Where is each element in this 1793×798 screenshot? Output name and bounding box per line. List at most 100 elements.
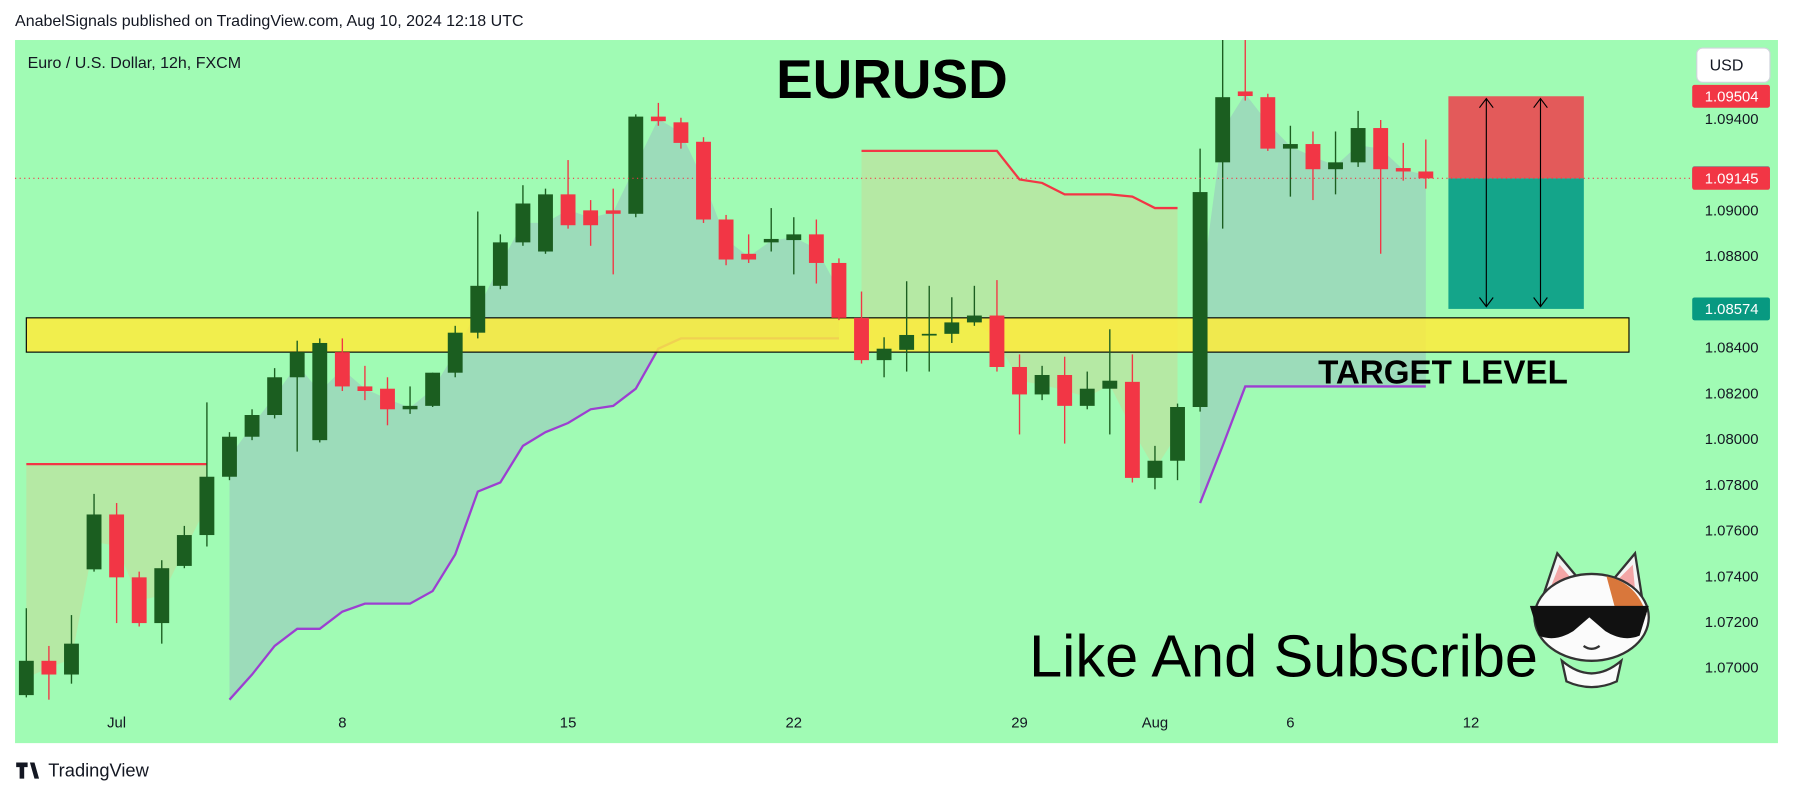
x-tick-label: 8 — [338, 716, 346, 732]
y-tick-label: 1.08200 — [1705, 386, 1759, 402]
candle-body — [131, 577, 147, 624]
candle-body — [334, 352, 350, 387]
target-zone — [25, 317, 1630, 353]
indicator-line — [861, 149, 1178, 210]
footer-logo — [16, 762, 40, 779]
candle-body — [786, 234, 802, 241]
candle-body — [673, 122, 689, 143]
y-tick-label: 1.07400 — [1705, 569, 1759, 585]
candle-body — [1034, 374, 1050, 395]
candle-body — [109, 514, 125, 578]
candle-body — [1124, 381, 1140, 478]
candle-body — [1012, 366, 1027, 395]
candle-body — [312, 342, 328, 441]
y-tick-label: 1.07200 — [1705, 615, 1759, 631]
candle-body — [605, 210, 621, 214]
candle-body — [199, 476, 215, 536]
candle-body — [650, 116, 666, 122]
candle-body — [696, 141, 711, 220]
y-tick-label: 1.07800 — [1705, 478, 1759, 494]
candle-body — [944, 322, 960, 334]
footer: TradingView — [48, 760, 149, 781]
candle-body — [628, 116, 644, 214]
candle-body — [425, 372, 441, 406]
y-tick-label: 1.07000 — [1705, 661, 1759, 677]
candle-body — [1305, 144, 1321, 170]
candle-body — [154, 568, 170, 624]
candle-body — [966, 315, 982, 323]
price-label: 1.09504 — [1705, 89, 1759, 105]
y-tick-label: 1.09400 — [1705, 112, 1759, 128]
candle-body — [1057, 374, 1073, 406]
candle-body — [470, 285, 486, 333]
candle-body — [560, 194, 576, 226]
symbol: Euro / U.S. Dollar, 12h, FXCM — [28, 55, 241, 72]
x-tick-label: 22 — [786, 716, 803, 732]
candle-body — [1237, 91, 1253, 97]
indicator-fill — [861, 150, 1178, 470]
position-target — [1448, 178, 1584, 309]
price-label-box — [1692, 297, 1770, 321]
position-stop — [1448, 96, 1584, 179]
candle-body — [763, 238, 779, 243]
candle-body — [1350, 128, 1366, 163]
candle-body — [1328, 162, 1343, 170]
chart-title: EURUSD — [776, 48, 1008, 110]
candle-body — [18, 660, 34, 696]
candle-body — [921, 333, 937, 336]
currency-button[interactable] — [1696, 47, 1771, 83]
position-arrow — [1479, 97, 1494, 308]
price-label: 1.09145 — [1705, 171, 1759, 187]
zone-label: TARGET LEVEL — [1318, 355, 1568, 392]
candle-body — [831, 262, 847, 318]
candle-body — [1170, 407, 1185, 461]
candle-body — [808, 234, 824, 263]
candle-body — [64, 643, 79, 675]
candle-body — [1418, 171, 1434, 179]
candle-body — [1260, 97, 1276, 149]
x-tick-label: 6 — [1286, 716, 1294, 732]
candle-body — [899, 334, 915, 350]
candle-body — [583, 210, 599, 226]
candle-body — [876, 348, 892, 361]
indicator-fill — [1200, 93, 1426, 504]
price-label: 1.08574 — [1705, 302, 1759, 318]
x-tick-label: 15 — [560, 716, 577, 732]
candle-body — [86, 514, 102, 570]
indicator-line — [1199, 385, 1426, 504]
indicator-fills — [26, 93, 1426, 700]
candle-body — [380, 388, 395, 410]
price-label-box — [1692, 84, 1770, 108]
y-tick-label: 1.08800 — [1705, 249, 1759, 265]
position-arrow — [1533, 97, 1548, 308]
candle-body — [1192, 192, 1208, 408]
candle-body — [244, 415, 260, 437]
candle-body — [41, 660, 57, 675]
candle-body — [718, 219, 734, 260]
candle-body — [447, 332, 463, 373]
x-tick-label: 12 — [1463, 716, 1480, 732]
candle-body — [741, 253, 757, 260]
candle-body — [357, 386, 373, 391]
candle-body — [492, 242, 508, 286]
y-tick-label: 1.07600 — [1705, 524, 1759, 540]
y-tick-label: 1.09000 — [1705, 203, 1759, 219]
candle-body — [854, 317, 869, 361]
candle-body — [1079, 388, 1095, 406]
candle-body — [1395, 168, 1411, 172]
candle-body — [1373, 128, 1389, 170]
candle-body — [538, 194, 553, 252]
annotation: Like And Subscribe — [1029, 623, 1538, 690]
y-tick-label: 1.08400 — [1705, 341, 1759, 357]
indicator-fill — [229, 118, 839, 700]
chart-layer: TARGET LEVEL 1.09400 1.09000 1.08800 1.08400… — [15, 40, 1770, 732]
candle-body — [1215, 97, 1231, 163]
candle-body — [267, 377, 283, 416]
candle-body — [515, 203, 531, 243]
candle-body — [402, 405, 418, 410]
candle-body — [989, 315, 1005, 367]
header: AnabelSignals published on TradingView.c… — [15, 13, 524, 30]
candle-body — [1147, 460, 1163, 478]
